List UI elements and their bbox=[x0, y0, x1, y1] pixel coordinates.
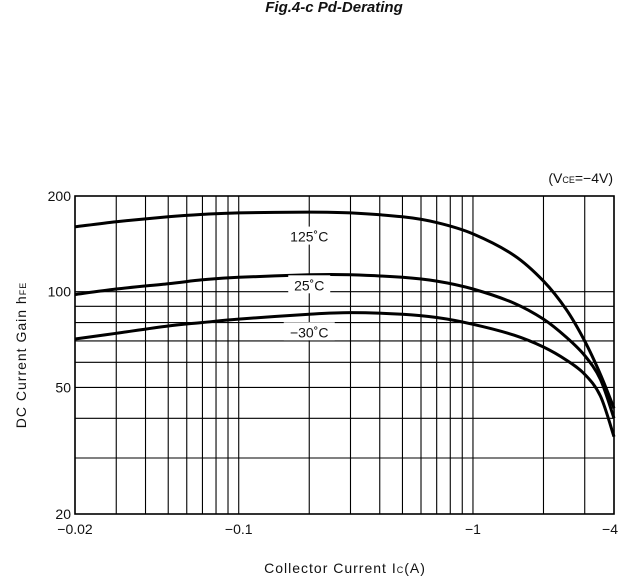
series-line bbox=[74, 210, 616, 409]
x-tick-label: −1 bbox=[465, 521, 481, 537]
series-annotation-label: 25˚C bbox=[294, 277, 324, 293]
plot-frame bbox=[74, 195, 615, 515]
grid-lines bbox=[74, 195, 615, 515]
annotation-backdrop bbox=[283, 226, 335, 245]
test-condition-label: (VCE=−4V) bbox=[548, 170, 613, 186]
y-axis-label: DC Current Gain hFE bbox=[13, 282, 29, 428]
y-tick-label: 100 bbox=[48, 284, 72, 300]
y-tick-label: 20 bbox=[55, 506, 71, 522]
series-annotations: 125˚C 25˚C −30˚C bbox=[283, 226, 335, 341]
x-tick-label: −0.02 bbox=[57, 521, 93, 537]
y-tick-label: 200 bbox=[48, 188, 72, 204]
annotation-backdrop bbox=[288, 275, 331, 294]
figure-header-fragment: Fig.4-c Pd-Derating bbox=[265, 0, 403, 16]
x-axis-label: Collector Current IC(A) bbox=[264, 560, 426, 576]
series-annotation-label: 125˚C bbox=[290, 229, 328, 245]
tick-labels: −0.02 −0.1 −1 −4 20 50 100 200 bbox=[48, 188, 619, 537]
annotation-backdrop bbox=[283, 322, 335, 341]
x-tick-label: −4 bbox=[602, 521, 618, 537]
series-line bbox=[74, 311, 616, 438]
series-line bbox=[74, 273, 616, 419]
series-annotation-label: −30˚C bbox=[290, 324, 329, 340]
data-series bbox=[74, 210, 616, 438]
y-tick-label: 50 bbox=[55, 379, 71, 395]
x-tick-label: −0.1 bbox=[225, 521, 253, 537]
